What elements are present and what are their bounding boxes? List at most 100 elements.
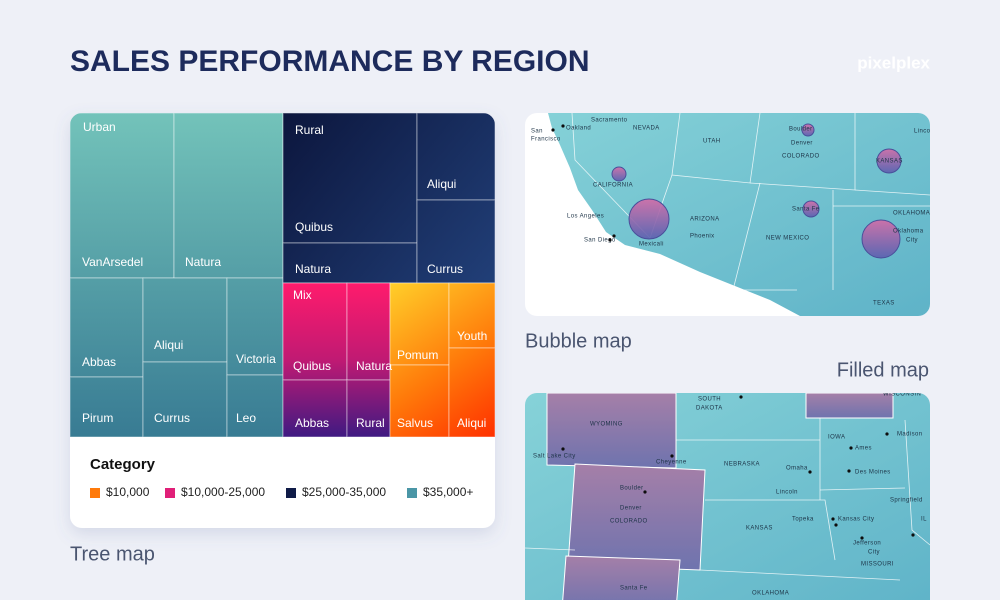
tile-label: Natura — [356, 359, 392, 373]
map-label: MISSOURI — [861, 562, 894, 568]
map-label: Lincoln — [776, 490, 798, 496]
map-label: OKLAHOMA — [752, 591, 789, 597]
tile-label: Currus — [427, 262, 463, 276]
map-label: Cheyenne — [656, 460, 687, 466]
tile-label: Abbas — [82, 355, 116, 369]
tile-label: Currus — [154, 411, 190, 425]
bubble — [801, 123, 815, 137]
tile — [70, 113, 175, 279]
map-label: ARIZONA — [690, 217, 719, 223]
map-label: TEXAS — [873, 301, 895, 307]
map-label: Omaha — [786, 466, 808, 472]
tile — [226, 374, 284, 438]
legend: $10,000 $10,000-25,000 $25,000-35,000 $35,0… — [90, 485, 473, 499]
tile-label: Leo — [236, 411, 256, 425]
map-label: SOUTH — [698, 397, 721, 403]
map-label: Boulder — [789, 127, 812, 133]
tile-label: Quibus — [293, 359, 331, 373]
map-label: Santa Fe — [620, 586, 648, 592]
map-label: Los Angeles — [567, 214, 604, 220]
map-label: Sacramento — [591, 118, 628, 124]
group-label: Mix — [293, 288, 312, 302]
tile-label: Pirum — [82, 411, 113, 425]
tile — [142, 277, 228, 363]
map-label: Jefferson — [853, 541, 881, 547]
city-dot — [561, 124, 565, 128]
title: SALES PERFORMANCE BY REGION — [70, 45, 590, 78]
caption: Tree map — [70, 543, 155, 565]
tile-label: Youth — [457, 329, 487, 343]
map-label: Oklahoma — [893, 229, 924, 235]
city-dot — [612, 234, 616, 238]
map-label: San Diego — [584, 238, 616, 244]
tile-label: Natura — [185, 255, 221, 269]
bubble — [611, 166, 627, 182]
map-label: Denver — [791, 141, 813, 147]
bubble — [802, 200, 820, 218]
tile-label: Aliqui — [154, 338, 183, 352]
map-label: Francisco — [531, 137, 561, 143]
city-dot — [860, 536, 864, 540]
tile — [282, 113, 418, 244]
filled-map: SOUTH DAKOTA WISCONSIN WYOMING IOWA Madison Sa… — [525, 393, 930, 600]
city-dot — [808, 470, 812, 474]
tile — [70, 376, 144, 438]
map-label: Ames — [855, 446, 872, 452]
map-label: UTAH — [703, 139, 721, 145]
map-label: NEW MEXICO — [766, 236, 809, 242]
tile-label: Aliqui — [457, 416, 486, 430]
tile — [389, 364, 450, 438]
map-label: Springfield — [890, 498, 923, 504]
city-dot — [608, 238, 612, 242]
group-label: Rural — [295, 123, 324, 137]
bubble — [628, 198, 670, 240]
map-label: Boulder — [620, 486, 643, 492]
tile-label: Salvus — [397, 416, 433, 430]
ocean — [525, 113, 800, 316]
tile — [282, 379, 348, 438]
city-dot — [911, 533, 915, 537]
map-label: Denver — [620, 506, 642, 512]
legend-label: $35,000+ — [423, 485, 473, 499]
legend-swatch — [407, 488, 417, 498]
city-dot — [739, 395, 743, 399]
city-dot — [551, 128, 555, 132]
tile — [70, 277, 144, 378]
map-label: Salt Lake City — [533, 454, 576, 460]
city-dot — [831, 517, 835, 521]
bubble — [876, 148, 902, 174]
legend-label: $10,000-25,000 — [181, 485, 265, 499]
map-label: COLORADO — [782, 154, 820, 160]
map-label: KANSAS — [876, 159, 903, 165]
map-label: NEBRASKA — [724, 462, 760, 468]
brand: pixelplex — [857, 53, 930, 72]
tile-label: Pomum — [397, 348, 438, 362]
map-label: IOWA — [828, 435, 845, 441]
tile — [142, 361, 228, 438]
map-label: City — [868, 550, 880, 556]
city-dot — [561, 447, 565, 451]
tile-label: Quibus — [295, 220, 333, 234]
map-label: DAKOTA — [696, 406, 723, 412]
city-dot — [834, 523, 838, 527]
tile-label: Abbas — [295, 416, 329, 430]
map-label: OKLAHOMA — [893, 211, 930, 217]
map-label: KANSAS — [746, 526, 773, 532]
city-dot — [670, 454, 674, 458]
map-label: Kansas City — [838, 517, 874, 523]
map-label: City — [906, 238, 918, 244]
borders — [525, 418, 930, 581]
map-label: CALIFORNIA — [593, 183, 633, 189]
map-label: Madison — [897, 432, 922, 438]
map-label: COLORADO — [610, 519, 648, 525]
tile-label: Natura — [295, 262, 331, 276]
caption: Bubble map — [525, 330, 632, 352]
city-dot — [847, 469, 851, 473]
tile-label: Rural — [356, 416, 385, 430]
legend-label: $10,000 — [106, 485, 150, 499]
tile — [448, 347, 495, 438]
map-label: NEVADA — [633, 126, 660, 132]
treemap: Urban VanArsedel Natura Abbas Pirum Aliqui Cur… — [70, 113, 495, 438]
